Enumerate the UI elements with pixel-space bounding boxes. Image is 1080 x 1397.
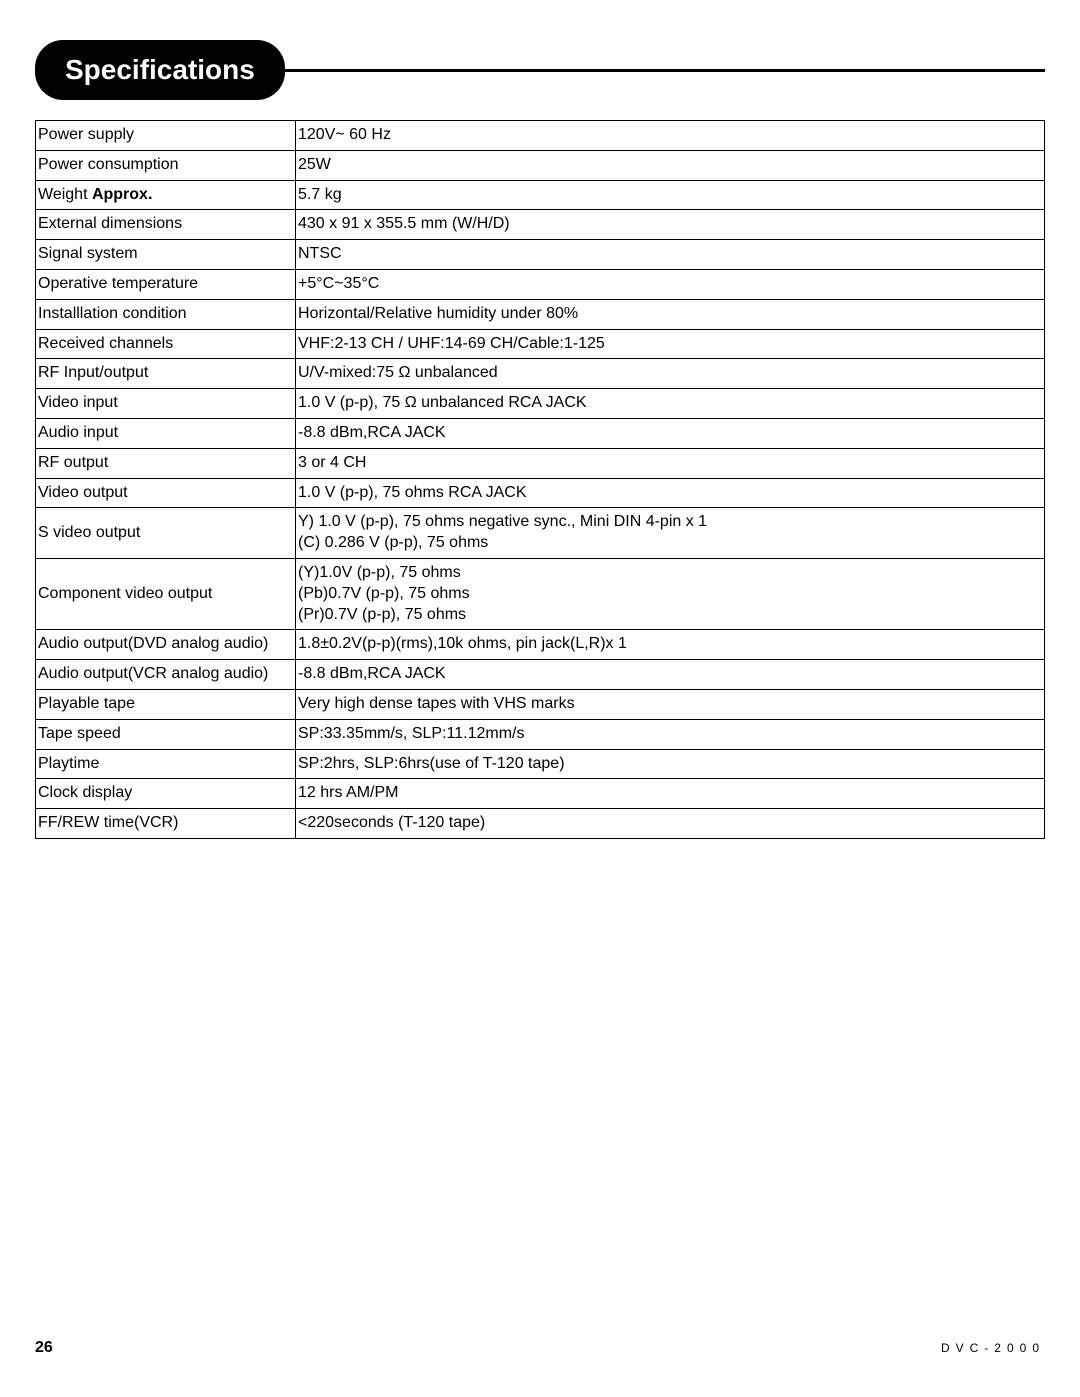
table-row: Component video output(Y)1.0V (p-p), 75 … [36, 558, 1045, 629]
table-row: External dimensions430 x 91 x 355.5 mm (… [36, 210, 1045, 240]
table-row: Video output1.0 V (p-p), 75 ohms RCA JAC… [36, 478, 1045, 508]
table-row: Received channelsVHF:2-13 CH / UHF:14-69… [36, 329, 1045, 359]
spec-value: NTSC [296, 240, 1045, 270]
spec-label: Audio output(DVD analog audio) [36, 630, 296, 660]
spec-label: Received channels [36, 329, 296, 359]
spec-value: SP:2hrs, SLP:6hrs(use of T-120 tape) [296, 749, 1045, 779]
spec-value: (Y)1.0V (p-p), 75 ohms(Pb)0.7V (p-p), 75… [296, 558, 1045, 629]
spec-label: Audio output(VCR analog audio) [36, 660, 296, 690]
header-rule [280, 69, 1045, 72]
spec-label: Playable tape [36, 689, 296, 719]
table-row: Tape speedSP:33.35mm/s, SLP:11.12mm/s [36, 719, 1045, 749]
specifications-table: Power supply120V~ 60 HzPower consumption… [35, 120, 1045, 839]
page-number: 26 [35, 1339, 53, 1357]
spec-value: 120V~ 60 Hz [296, 121, 1045, 151]
table-row: Clock display12 hrs AM/PM [36, 779, 1045, 809]
table-row: RF output3 or 4 CH [36, 448, 1045, 478]
spec-label: Component video output [36, 558, 296, 629]
page-title: Specifications [35, 40, 285, 100]
spec-label: Clock display [36, 779, 296, 809]
table-row: Power supply120V~ 60 Hz [36, 121, 1045, 151]
table-row: Power consumption25W [36, 150, 1045, 180]
table-row: RF Input/outputU/V-mixed:75 Ω unbalanced [36, 359, 1045, 389]
spec-value: -8.8 dBm,RCA JACK [296, 660, 1045, 690]
table-row: FF/REW time(VCR)<220seconds (T-120 tape) [36, 809, 1045, 839]
spec-value: SP:33.35mm/s, SLP:11.12mm/s [296, 719, 1045, 749]
table-row: PlaytimeSP:2hrs, SLP:6hrs(use of T-120 t… [36, 749, 1045, 779]
table-row: Signal systemNTSC [36, 240, 1045, 270]
table-row: Video input1.0 V (p-p), 75 Ω unbalanced … [36, 389, 1045, 419]
spec-label: Tape speed [36, 719, 296, 749]
spec-value: Horizontal/Relative humidity under 80% [296, 299, 1045, 329]
spec-value: 1.8±0.2V(p-p)(rms),10k ohms, pin jack(L,… [296, 630, 1045, 660]
spec-label: Weight Approx. [36, 180, 296, 210]
spec-label: Operative temperature [36, 269, 296, 299]
spec-value: 430 x 91 x 355.5 mm (W/H/D) [296, 210, 1045, 240]
spec-value: VHF:2-13 CH / UHF:14-69 CH/Cable:1-125 [296, 329, 1045, 359]
spec-value: +5°C~35°C [296, 269, 1045, 299]
spec-label: Power consumption [36, 150, 296, 180]
table-row: S video outputY) 1.0 V (p-p), 75 ohms ne… [36, 508, 1045, 559]
model-number: DVC-2000 [941, 1341, 1045, 1355]
spec-label: Signal system [36, 240, 296, 270]
spec-label: Installlation condition [36, 299, 296, 329]
spec-value: 25W [296, 150, 1045, 180]
spec-value: <220seconds (T-120 tape) [296, 809, 1045, 839]
spec-value: 3 or 4 CH [296, 448, 1045, 478]
table-row: Audio output(VCR analog audio)-8.8 dBm,R… [36, 660, 1045, 690]
spec-label: Video input [36, 389, 296, 419]
spec-value: 1.0 V (p-p), 75 Ω unbalanced RCA JACK [296, 389, 1045, 419]
spec-value: -8.8 dBm,RCA JACK [296, 418, 1045, 448]
spec-value: 1.0 V (p-p), 75 ohms RCA JACK [296, 478, 1045, 508]
spec-label: Video output [36, 478, 296, 508]
table-row: Operative temperature+5°C~35°C [36, 269, 1045, 299]
spec-label: S video output [36, 508, 296, 559]
spec-label: RF output [36, 448, 296, 478]
spec-value: Y) 1.0 V (p-p), 75 ohms negative sync., … [296, 508, 1045, 559]
spec-value: 5.7 kg [296, 180, 1045, 210]
table-row: Installlation conditionHorizontal/Relati… [36, 299, 1045, 329]
spec-label: Playtime [36, 749, 296, 779]
spec-label: External dimensions [36, 210, 296, 240]
table-row: Weight Approx.5.7 kg [36, 180, 1045, 210]
spec-label: Audio input [36, 418, 296, 448]
table-row: Playable tapeVery high dense tapes with … [36, 689, 1045, 719]
spec-label: RF Input/output [36, 359, 296, 389]
header: Specifications [35, 40, 1045, 100]
spec-value: 12 hrs AM/PM [296, 779, 1045, 809]
spec-value: U/V-mixed:75 Ω unbalanced [296, 359, 1045, 389]
footer: 26 DVC-2000 [35, 1339, 1045, 1357]
table-row: Audio input-8.8 dBm,RCA JACK [36, 418, 1045, 448]
spec-value: Very high dense tapes with VHS marks [296, 689, 1045, 719]
table-row: Audio output(DVD analog audio)1.8±0.2V(p… [36, 630, 1045, 660]
spec-table-body: Power supply120V~ 60 HzPower consumption… [36, 121, 1045, 839]
spec-label: FF/REW time(VCR) [36, 809, 296, 839]
spec-label: Power supply [36, 121, 296, 151]
